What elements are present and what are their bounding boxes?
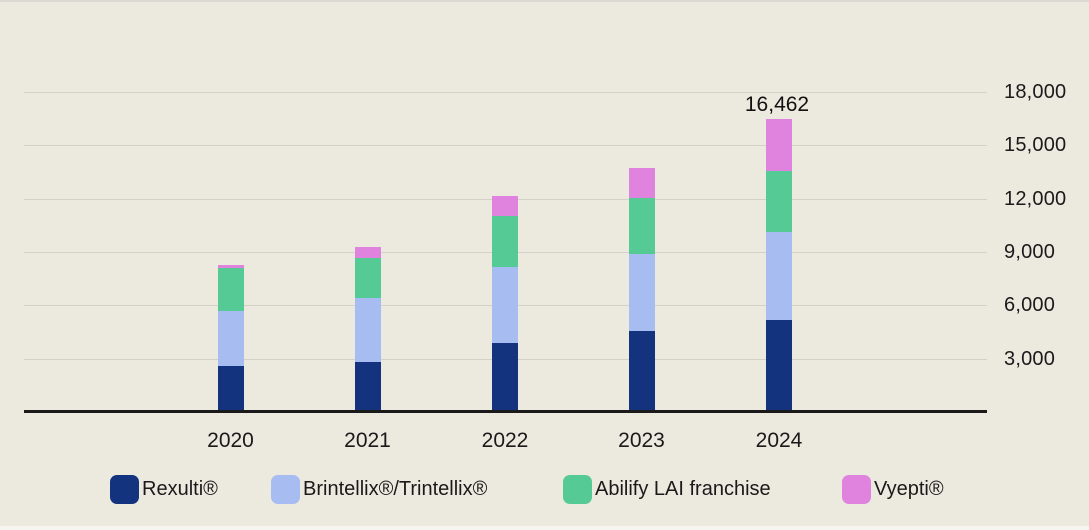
x-axis-line xyxy=(24,410,987,413)
bar-segment-2020-series-2 xyxy=(217,268,244,311)
x-axis-tick-label: 2023 xyxy=(618,429,665,452)
legend-swatch-icon xyxy=(563,474,592,504)
legend-swatch-icon xyxy=(110,474,139,504)
bar-segment-2023-series-1 xyxy=(628,254,655,331)
y-axis-tick-label: 6,000 xyxy=(1004,294,1056,316)
bar-segment-2021-series-3 xyxy=(354,247,381,258)
legend-item: Abilify LAI franchise xyxy=(563,474,771,504)
bar-segment-2021-series-1 xyxy=(354,298,381,362)
x-axis-tick-label: 2024 xyxy=(755,429,803,452)
x-axis-tick-label: 2022 xyxy=(481,429,529,452)
bar-segment-2022-series-1 xyxy=(492,267,518,343)
legend-swatch-icon xyxy=(271,474,300,504)
x-axis-tick-label: 2020 xyxy=(207,429,254,452)
legend-label: Abilify LAI franchise xyxy=(595,477,771,500)
gridline xyxy=(24,145,987,146)
y-axis-tick-label: 3,000 xyxy=(1004,348,1056,370)
bar-segment-2024-series-3 xyxy=(766,119,792,171)
bar-segment-2023-series-0 xyxy=(628,331,655,411)
top-edge-line xyxy=(0,0,1089,2)
bar-segment-2023-series-3 xyxy=(628,168,655,198)
bar-segment-2021-series-2 xyxy=(354,258,381,298)
bar-total-label: 16,462 xyxy=(744,93,810,116)
bar-segment-2022-series-0 xyxy=(492,343,518,411)
legend-item: Vyepti® xyxy=(842,474,944,504)
bar-segment-2020-series-0 xyxy=(217,366,244,411)
bar-segment-2021-series-0 xyxy=(354,362,381,411)
bar-segment-2023-series-2 xyxy=(628,198,655,254)
legend-label: Rexulti® xyxy=(142,477,218,500)
y-axis-tick-label: 12,000 xyxy=(1004,188,1067,210)
bar-segment-2024-series-1 xyxy=(766,232,792,320)
legend-item: Rexulti® xyxy=(110,474,218,504)
legend-swatch-icon xyxy=(842,474,871,504)
y-axis-tick-label: 18,000 xyxy=(1004,81,1067,103)
bottom-edge-line xyxy=(0,526,1089,530)
y-axis-tick-label: 9,000 xyxy=(1004,241,1056,263)
legend-label: Vyepti® xyxy=(874,477,944,500)
bar-segment-2024-series-0 xyxy=(766,320,792,411)
x-axis-tick-label: 2021 xyxy=(344,429,391,452)
bar-segment-2020-series-1 xyxy=(217,311,244,366)
bar-segment-2022-series-2 xyxy=(492,216,518,267)
legend-item: Brintellix®/Trintellix® xyxy=(271,474,487,504)
gridline xyxy=(24,92,987,93)
bar-segment-2022-series-3 xyxy=(492,196,518,216)
y-axis-tick-label: 15,000 xyxy=(1004,134,1067,156)
bar-segment-2020-series-3 xyxy=(217,265,244,268)
legend-label: Brintellix®/Trintellix® xyxy=(303,477,488,500)
bar-segment-2024-series-2 xyxy=(766,171,792,232)
